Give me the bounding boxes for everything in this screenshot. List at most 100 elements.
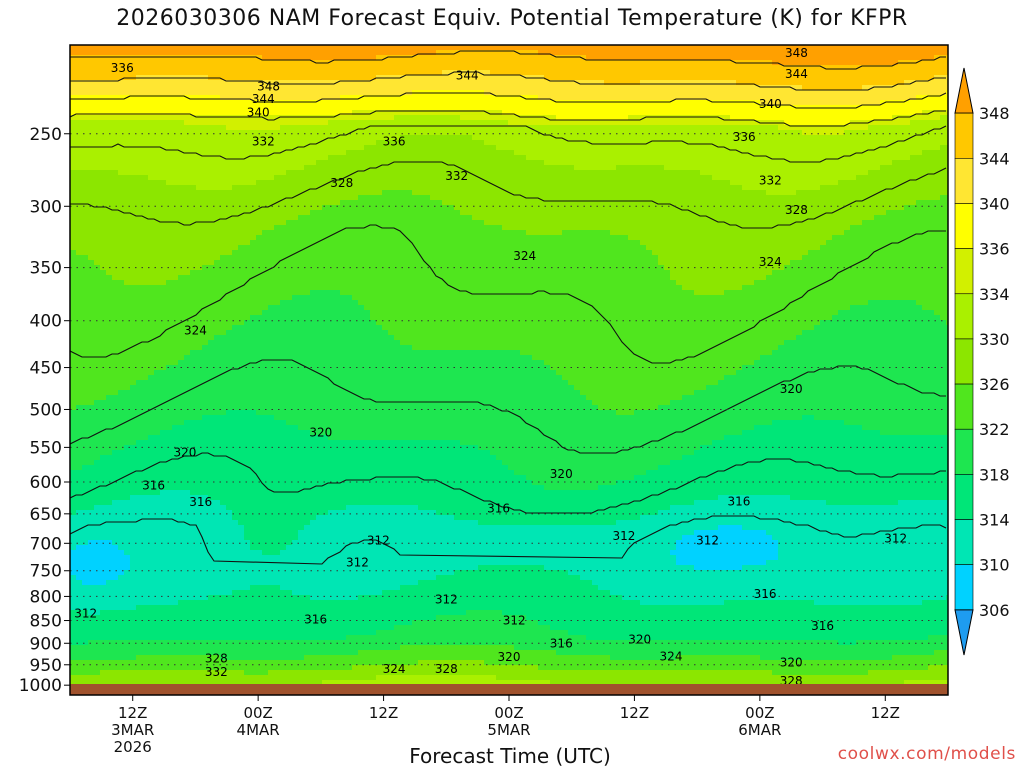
contour-label-6: 328 [330,176,353,190]
contour-label-21: 320 [550,467,573,481]
y-axis: 2503003504004505005506006507007508008509… [19,125,70,696]
contour-316 [70,452,946,514]
x-tick-label-6-1: 3MAR [111,721,154,739]
y-tick-label-600: 600 [30,473,62,493]
contour-label-38: 320 [628,633,651,647]
y-tick-label-400: 400 [30,312,62,332]
contour-label-18: 320 [780,382,803,396]
y-tick-label-800: 800 [30,587,62,607]
x-tick-label-6-2: 2026 [114,738,152,756]
contour-label-41: 320 [780,656,803,670]
colorbar-tick-334: 334 [979,285,1010,304]
colorbar-bin-11 [954,112,974,159]
colorbar-tick-330: 330 [979,330,1010,349]
contour-label-10: 344 [785,67,808,81]
colorbar-bin-6 [954,338,974,385]
contour-348 [70,50,946,70]
contour-label-45: 328 [435,662,458,676]
contour-label-8: 344 [456,69,479,83]
contour-label-31: 312 [435,592,458,606]
contour-312 [70,515,947,565]
contour-label-43: 332 [205,665,228,679]
contour-label-42: 328 [205,651,228,665]
contour-label-29: 312 [884,532,907,546]
contour-label-20: 320 [174,445,197,459]
contour-label-0: 336 [111,61,134,75]
contour-label-44: 324 [383,662,406,676]
colorbar-top-arrow [954,67,974,114]
contour-label-22: 316 [142,478,165,492]
colorbar-bin-10 [954,158,974,204]
contour-label-35: 316 [754,587,777,601]
x-tick-label-18-1: 4MAR [237,721,280,739]
contour-344 [70,71,946,91]
colorbar-bin-1 [954,564,974,611]
contour-324 [70,224,946,364]
y-tick-label-500: 500 [30,400,62,420]
x-tick-label-6-0: 12Z [118,704,147,722]
colorbar-tick-340: 340 [979,194,1010,213]
contour-label-14: 328 [785,203,808,217]
colorbar-bin-9 [954,203,974,249]
contour-label-16: 324 [759,255,782,269]
x-axis-label: Forecast Time (UTC) [409,744,611,768]
colorbar-tick-326: 326 [979,375,1010,394]
x-tick-label-42-0: 00Z [494,704,523,722]
y-tick-label-850: 850 [30,612,62,632]
colorbar-tick-322: 322 [979,420,1010,439]
contour-label-33: 312 [74,606,97,620]
contour-label-11: 340 [759,97,782,111]
colorbar-bin-4 [954,428,974,475]
y-tick-label-300: 300 [30,197,62,217]
x-tick-label-42-1: 5MAR [487,721,530,739]
contour-320 [70,359,946,454]
colorbar-bin-2 [954,519,974,565]
colorbar-bin-8 [954,248,974,295]
x-tick-label-66-1: 6MAR [738,721,781,739]
credit-link[interactable]: coolwx.com/models [837,744,1016,764]
colorbar-tick-310: 310 [979,556,1010,575]
contour-lines [70,50,947,565]
contour-label-7: 332 [445,169,468,183]
colorbar-bin-3 [954,474,974,520]
colorbar-tick-348: 348 [979,104,1010,123]
x-tick-label-18-0: 00Z [243,704,272,722]
contour-label-37: 316 [550,636,573,650]
contour-label-36: 316 [811,619,834,633]
contour-label-4: 332 [252,135,275,149]
y-tick-label-1000: 1000 [19,676,62,696]
contour-label-40: 324 [660,649,683,663]
colorbar: 306 310 314 318 322 326 330 334 336 340 344 348 [954,67,1010,656]
x-tick-label-30-0: 12Z [369,704,398,722]
contour-label-23: 316 [189,495,212,509]
theta-e-field [70,45,948,695]
contour-label-12: 336 [733,130,756,144]
colorbar-bin-5 [954,383,974,430]
x-tick-label-78-0: 12Z [871,704,900,722]
contour-label-30: 312 [346,556,369,570]
colorbar-bottom-arrow [954,609,974,656]
colorbar-tick-344: 344 [979,149,1010,168]
contour-336 [70,110,946,127]
contour-label-15: 324 [513,249,536,263]
colorbar-tick-336: 336 [979,240,1010,259]
colorbar-bin-7 [954,293,974,340]
contour-label-17: 324 [184,324,207,338]
y-tick-label-650: 650 [30,505,62,525]
contour-label-1: 348 [257,80,280,94]
contour-label-39: 320 [498,650,521,664]
contour-label-9: 348 [785,46,808,60]
contour-label-3: 340 [247,106,270,120]
colorbar-tick-318: 318 [979,465,1010,484]
contour-label-28: 312 [696,533,719,547]
contour-340 [70,92,947,109]
y-tick-label-250: 250 [30,125,62,145]
y-tick-label-450: 450 [30,359,62,379]
contour-label-13: 332 [759,173,782,187]
y-tick-label-550: 550 [30,438,62,458]
contour-332 [70,125,947,163]
y-tick-label-900: 900 [30,634,62,654]
contour-label-25: 316 [727,494,750,508]
